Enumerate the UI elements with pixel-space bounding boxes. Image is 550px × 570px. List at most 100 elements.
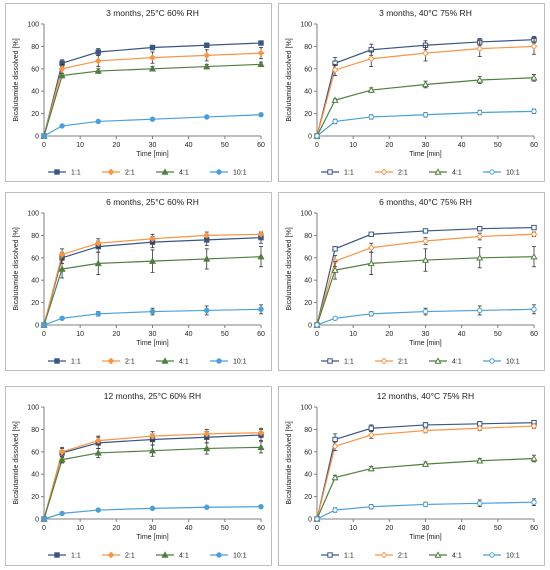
data-point <box>95 507 101 513</box>
x-tick-label: 0 <box>315 331 319 338</box>
data-point <box>258 112 264 118</box>
legend-label: 1:1 <box>71 359 81 366</box>
x-tick-label: 20 <box>112 331 120 338</box>
legend-item: 2:1 <box>102 551 135 560</box>
legend-marker <box>380 357 388 365</box>
data-point <box>257 49 265 57</box>
data-point <box>149 44 156 51</box>
x-tick-label: 60 <box>257 142 265 149</box>
data-point <box>95 49 101 55</box>
series-line <box>316 77 535 137</box>
series-4-1 <box>40 60 265 139</box>
x-tick-label: 0 <box>42 142 46 149</box>
y-tick-label: 100 <box>300 211 312 218</box>
y-tick-label: 80 <box>304 44 312 51</box>
data-point <box>422 501 429 508</box>
x-axis-label: Time [min] <box>136 151 168 158</box>
x-tick-label: 40 <box>458 525 466 532</box>
data-point <box>149 54 156 62</box>
data-point <box>477 225 483 232</box>
y-tick-label: 20 <box>304 111 312 118</box>
legend-label: 4:1 <box>179 170 189 177</box>
series-line <box>43 42 262 137</box>
legend-label: 4:1 <box>452 553 462 560</box>
data-point <box>530 74 538 81</box>
data-point <box>149 235 156 243</box>
legend-item: 4:1 <box>156 551 189 560</box>
chart-panel-3m-25c: 3 months, 25°C 60% RH 0 20 40 60 80 100 0 10 20 30… <box>5 3 272 182</box>
legend-marker <box>107 168 115 176</box>
y-tick-label: 40 <box>304 472 312 479</box>
legend-item: 4:1 <box>429 551 462 560</box>
data-point <box>331 266 339 273</box>
data-point <box>422 237 429 245</box>
legend-marker <box>327 358 333 364</box>
chart-svg: 3 months, 25°C 60% RH 0 20 40 60 80 100 0 10 20 30… <box>13 8 265 177</box>
y-axis-label: Bicalutamide dissolved [%] <box>286 38 293 121</box>
x-tick-label: 20 <box>112 142 120 149</box>
series-1-1 <box>41 40 264 139</box>
legend-label: 10:1 <box>506 553 520 560</box>
series-2-1 <box>40 47 265 140</box>
data-point <box>332 118 338 125</box>
chart-svg: 6 months, 25°C 60% RH 0 20 40 60 80 100 0 10 20 30… <box>13 197 265 366</box>
x-tick-label: 50 <box>494 525 502 532</box>
data-point <box>58 65 66 73</box>
y-axis-label: Bicalutamide dissolved [%] <box>286 421 293 504</box>
chart-title: 3 months, 40°C 75% RH <box>379 8 472 18</box>
y-tick-label: 40 <box>31 472 39 479</box>
series-line <box>43 237 262 326</box>
data-point <box>94 67 102 74</box>
y-tick-label: 20 <box>31 300 39 307</box>
data-point <box>41 133 47 139</box>
x-axis-label: Time [min] <box>136 340 168 347</box>
data-point <box>476 45 484 53</box>
series-10-1 <box>41 112 264 139</box>
data-point <box>531 499 537 505</box>
legend-marker <box>54 169 60 175</box>
legend-marker <box>327 169 333 175</box>
data-point <box>41 516 47 522</box>
data-point <box>331 66 339 74</box>
series-4-1 <box>40 246 265 328</box>
series-line <box>43 506 262 520</box>
data-point <box>531 306 537 313</box>
series-line <box>43 432 262 520</box>
series-line <box>43 446 262 520</box>
legend-label: 10:1 <box>506 170 520 177</box>
y-tick-label: 0 <box>308 517 312 524</box>
x-tick-label: 30 <box>149 142 157 149</box>
data-point <box>530 454 538 462</box>
legend-label: 1:1 <box>71 170 81 177</box>
legend-marker <box>54 552 60 558</box>
legend-marker <box>161 357 169 364</box>
data-point <box>530 230 538 238</box>
data-point <box>94 57 102 65</box>
y-tick-label: 40 <box>304 278 312 285</box>
data-point <box>421 80 430 88</box>
legend-item: 1:1 <box>321 169 354 177</box>
y-tick-label: 80 <box>304 427 312 434</box>
data-point <box>257 429 265 437</box>
legend-item: 10:1 <box>483 358 520 366</box>
x-tick-label: 10 <box>76 142 84 149</box>
series-line <box>316 422 535 520</box>
data-point <box>204 42 210 48</box>
legend-marker <box>380 168 388 176</box>
chart-title: 3 months, 25°C 60% RH <box>106 8 199 18</box>
data-point <box>476 76 484 83</box>
legend-item: 4:1 <box>156 168 189 177</box>
data-point <box>331 473 339 481</box>
legend-label: 10:1 <box>506 359 520 366</box>
chart-svg: 12 months, 25°C 60% RH 0 20 40 60 80 100 0 10 20 3… <box>13 391 265 560</box>
y-tick-label: 60 <box>31 66 39 73</box>
legend-marker <box>107 551 115 559</box>
x-axis-label: Time [min] <box>409 340 441 347</box>
y-tick-label: 40 <box>304 89 312 96</box>
data-point <box>367 259 375 267</box>
data-point <box>332 436 338 443</box>
legend-label: 1:1 <box>344 553 354 560</box>
legend-marker <box>489 358 495 364</box>
data-point <box>58 455 66 463</box>
data-point <box>314 133 320 139</box>
